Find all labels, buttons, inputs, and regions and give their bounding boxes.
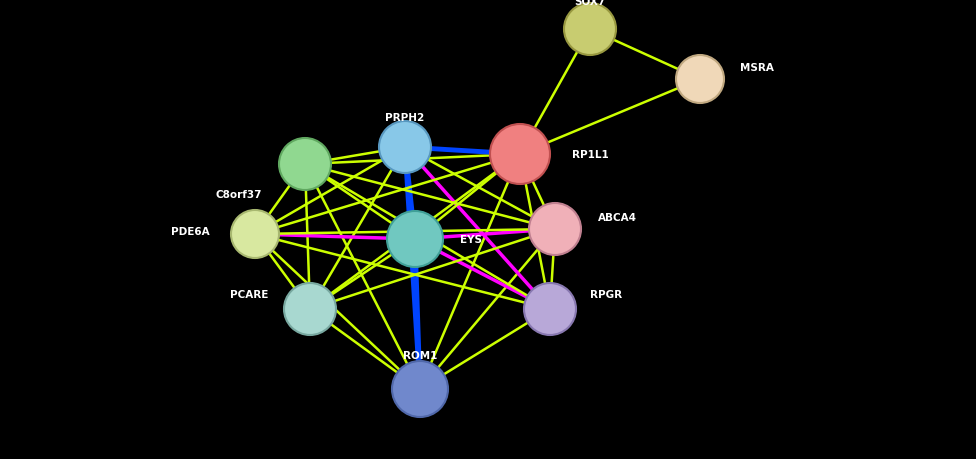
- Text: ABCA4: ABCA4: [598, 213, 637, 223]
- Text: EYS: EYS: [460, 235, 482, 245]
- Text: RPGR: RPGR: [590, 289, 622, 299]
- Circle shape: [284, 283, 336, 335]
- Text: C8orf37: C8orf37: [216, 190, 262, 200]
- Circle shape: [279, 139, 331, 190]
- Circle shape: [231, 211, 279, 258]
- Text: PRPH2: PRPH2: [386, 113, 425, 123]
- Circle shape: [524, 283, 576, 335]
- Text: PCARE: PCARE: [229, 289, 268, 299]
- Circle shape: [490, 125, 550, 185]
- Circle shape: [392, 361, 448, 417]
- Text: ROM1: ROM1: [403, 350, 437, 360]
- Text: SOX7: SOX7: [574, 0, 606, 7]
- Text: MSRA: MSRA: [740, 63, 774, 73]
- Text: PDE6A: PDE6A: [172, 226, 210, 236]
- Circle shape: [676, 56, 724, 104]
- Circle shape: [564, 4, 616, 56]
- Circle shape: [379, 122, 431, 174]
- Circle shape: [529, 203, 581, 256]
- Circle shape: [387, 212, 443, 268]
- Text: RP1L1: RP1L1: [572, 150, 609, 160]
